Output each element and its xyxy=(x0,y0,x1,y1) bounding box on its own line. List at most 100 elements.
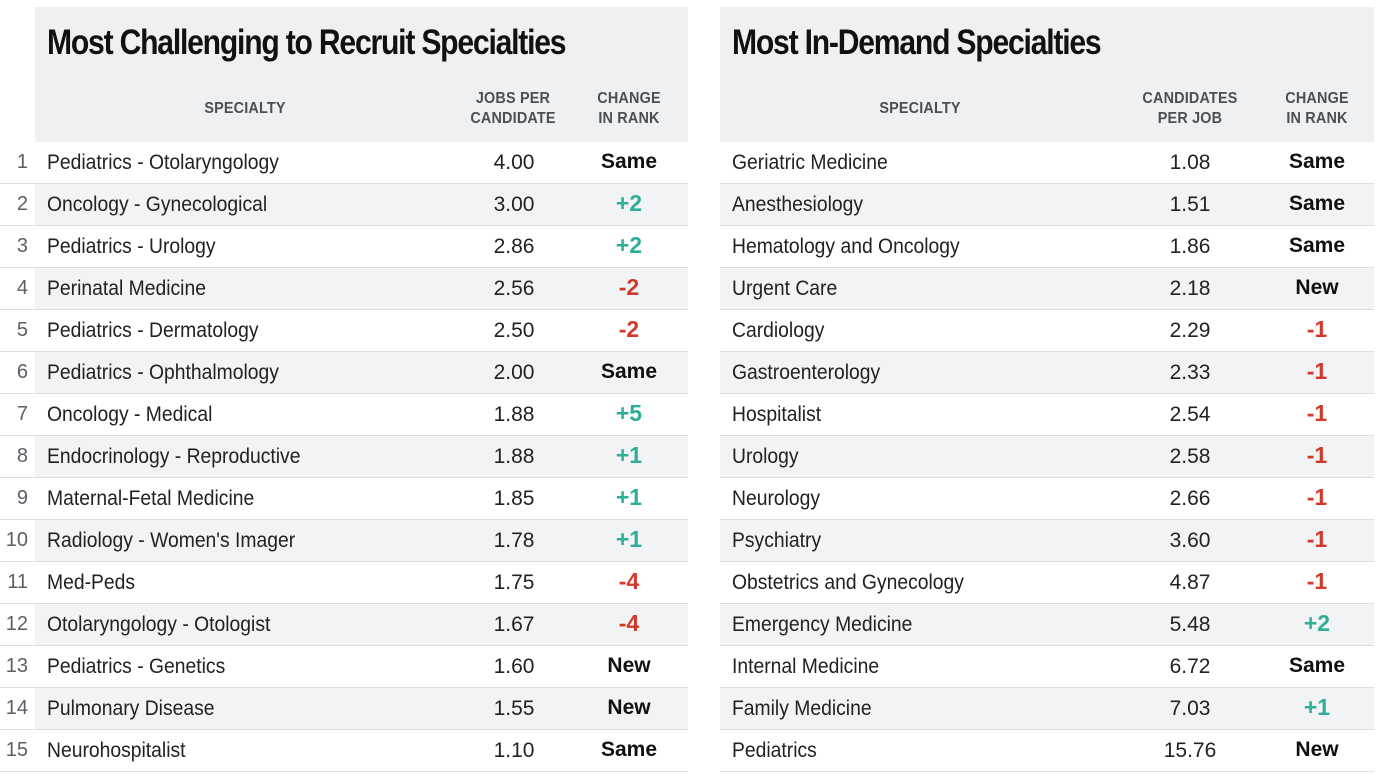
table-row: 10 Radiology - Women's Imager 1.78 +1 xyxy=(0,520,688,562)
specialty-name: Pediatrics - Dermatology xyxy=(47,319,259,342)
rank-number: 15 xyxy=(5,739,28,761)
row-background xyxy=(720,352,1374,393)
table-row: Urology 2.58 -1 xyxy=(720,436,1374,478)
rank-change: Same xyxy=(1288,192,1346,215)
table-row: 11 Med-Peds 1.75 -4 xyxy=(0,562,688,604)
rank-number: 13 xyxy=(5,655,28,677)
ratio-value: 15.76 xyxy=(1163,739,1217,762)
ratio-value: 2.54 xyxy=(1169,403,1211,426)
specialty-name: Pediatrics - Ophthalmology xyxy=(47,361,279,384)
rank-number: 12 xyxy=(5,613,28,635)
rank-change: -4 xyxy=(618,568,640,594)
ratio-value: 5.48 xyxy=(1169,613,1211,636)
rank-change: -1 xyxy=(1306,568,1328,594)
table-row: 4 Perinatal Medicine 2.56 -2 xyxy=(0,268,688,310)
col-change-in-rank-header: CHANGE IN RANK xyxy=(1285,90,1349,127)
rank-change: +1 xyxy=(615,526,643,552)
specialty-name: Urology xyxy=(732,445,799,468)
ratio-value: 1.67 xyxy=(493,613,535,636)
rank-change: Same xyxy=(600,360,658,383)
row-background xyxy=(720,520,1374,561)
specialty-name: Cardiology xyxy=(732,319,825,342)
rank-number: 2 xyxy=(16,193,28,215)
ratio-value: 7.03 xyxy=(1169,697,1211,720)
ratio-value: 4.00 xyxy=(493,151,535,174)
table-row: Hematology and Oncology 1.86 Same xyxy=(720,226,1374,268)
table-row: 9 Maternal-Fetal Medicine 1.85 +1 xyxy=(0,478,688,520)
col-jobs-per-candidate-header: JOBS PER CANDIDATE xyxy=(470,90,556,127)
row-background xyxy=(35,520,688,561)
rank-change: New xyxy=(1295,276,1339,299)
ratio-value: 3.60 xyxy=(1169,529,1211,552)
ratio-value: 2.56 xyxy=(493,277,535,300)
ratio-value: 1.51 xyxy=(1169,193,1211,216)
row-background xyxy=(35,184,688,225)
challenging-table-header: Most Challenging to Recruit Specialties … xyxy=(35,7,688,142)
ratio-value: 1.88 xyxy=(493,403,535,426)
table-row: 3 Pediatrics - Urology 2.86 +2 xyxy=(0,226,688,268)
rank-number: 1 xyxy=(16,151,28,173)
col-change-in-rank-header: CHANGE IN RANK xyxy=(597,90,661,127)
specialty-name: Otolaryngology - Otologist xyxy=(47,613,271,636)
row-background xyxy=(35,352,688,393)
specialty-name: Med-Peds xyxy=(47,571,136,594)
ratio-value: 1.88 xyxy=(493,445,535,468)
rank-change: +5 xyxy=(615,400,643,426)
specialty-name: Perinatal Medicine xyxy=(47,277,206,300)
table-row: Neurology 2.66 -1 xyxy=(720,478,1374,520)
specialty-name: Neurology xyxy=(732,487,821,510)
rank-change: -1 xyxy=(1306,526,1328,552)
ratio-value: 1.86 xyxy=(1169,235,1211,258)
specialty-name: Internal Medicine xyxy=(732,655,880,678)
rank-change: New xyxy=(607,696,651,719)
row-background xyxy=(720,184,1374,225)
specialty-name: Pediatrics - Otolaryngology xyxy=(47,151,279,174)
table-row: Gastroenterology 2.33 -1 xyxy=(720,352,1374,394)
table-row: 8 Endocrinology - Reproductive 1.88 +1 xyxy=(0,436,688,478)
rank-number: 6 xyxy=(16,361,28,383)
table-row: Cardiology 2.29 -1 xyxy=(720,310,1374,352)
ratio-value: 1.85 xyxy=(493,487,535,510)
table-row: Family Medicine 7.03 +1 xyxy=(720,688,1374,730)
table-row: Hospitalist 2.54 -1 xyxy=(720,394,1374,436)
specialty-name: Urgent Care xyxy=(732,277,838,300)
ratio-value: 1.55 xyxy=(493,697,535,720)
rank-number: 5 xyxy=(16,319,28,341)
row-background xyxy=(35,688,688,729)
specialty-name: Hospitalist xyxy=(732,403,822,426)
rank-number: 11 xyxy=(7,571,28,593)
ratio-value: 2.29 xyxy=(1169,319,1211,342)
specialty-name: Radiology - Women's Imager xyxy=(47,529,296,552)
specialty-name: Family Medicine xyxy=(732,697,872,720)
rank-change: +1 xyxy=(1303,694,1331,720)
ratio-value: 2.00 xyxy=(493,361,535,384)
specialty-name: Psychiatry xyxy=(732,529,822,552)
row-background xyxy=(720,268,1374,309)
specialty-name: Geriatric Medicine xyxy=(732,151,888,174)
table-row: 6 Pediatrics - Ophthalmology 2.00 Same xyxy=(0,352,688,394)
table-row: 2 Oncology - Gynecological 3.00 +2 xyxy=(0,184,688,226)
specialty-name: Oncology - Medical xyxy=(47,403,213,426)
specialty-name: Endocrinology - Reproductive xyxy=(47,445,301,468)
rank-number: 14 xyxy=(5,697,28,719)
specialty-name: Pediatrics - Urology xyxy=(47,235,216,258)
table-row: 13 Pediatrics - Genetics 1.60 New xyxy=(0,646,688,688)
ratio-value: 2.50 xyxy=(493,319,535,342)
ratio-value: 1.78 xyxy=(493,529,535,552)
row-background xyxy=(720,436,1374,477)
row-background xyxy=(720,604,1374,645)
rank-number: 7 xyxy=(16,403,28,425)
row-background xyxy=(35,436,688,477)
rank-number: 3 xyxy=(16,235,28,257)
rank-change: Same xyxy=(600,738,658,761)
rank-change: -1 xyxy=(1306,316,1328,342)
ratio-value: 4.87 xyxy=(1169,571,1211,594)
challenging-table-title: Most Challenging to Recruit Specialties xyxy=(47,23,567,62)
col-specialty-header: SPECIALTY xyxy=(204,100,286,117)
specialty-name: Hematology and Oncology xyxy=(732,235,960,258)
table-row: Emergency Medicine 5.48 +2 xyxy=(720,604,1374,646)
table-row: Internal Medicine 6.72 Same xyxy=(720,646,1374,688)
table-row: 14 Pulmonary Disease 1.55 New xyxy=(0,688,688,730)
specialty-name: Pulmonary Disease xyxy=(47,697,215,720)
col-specialty-header: SPECIALTY xyxy=(879,100,961,117)
